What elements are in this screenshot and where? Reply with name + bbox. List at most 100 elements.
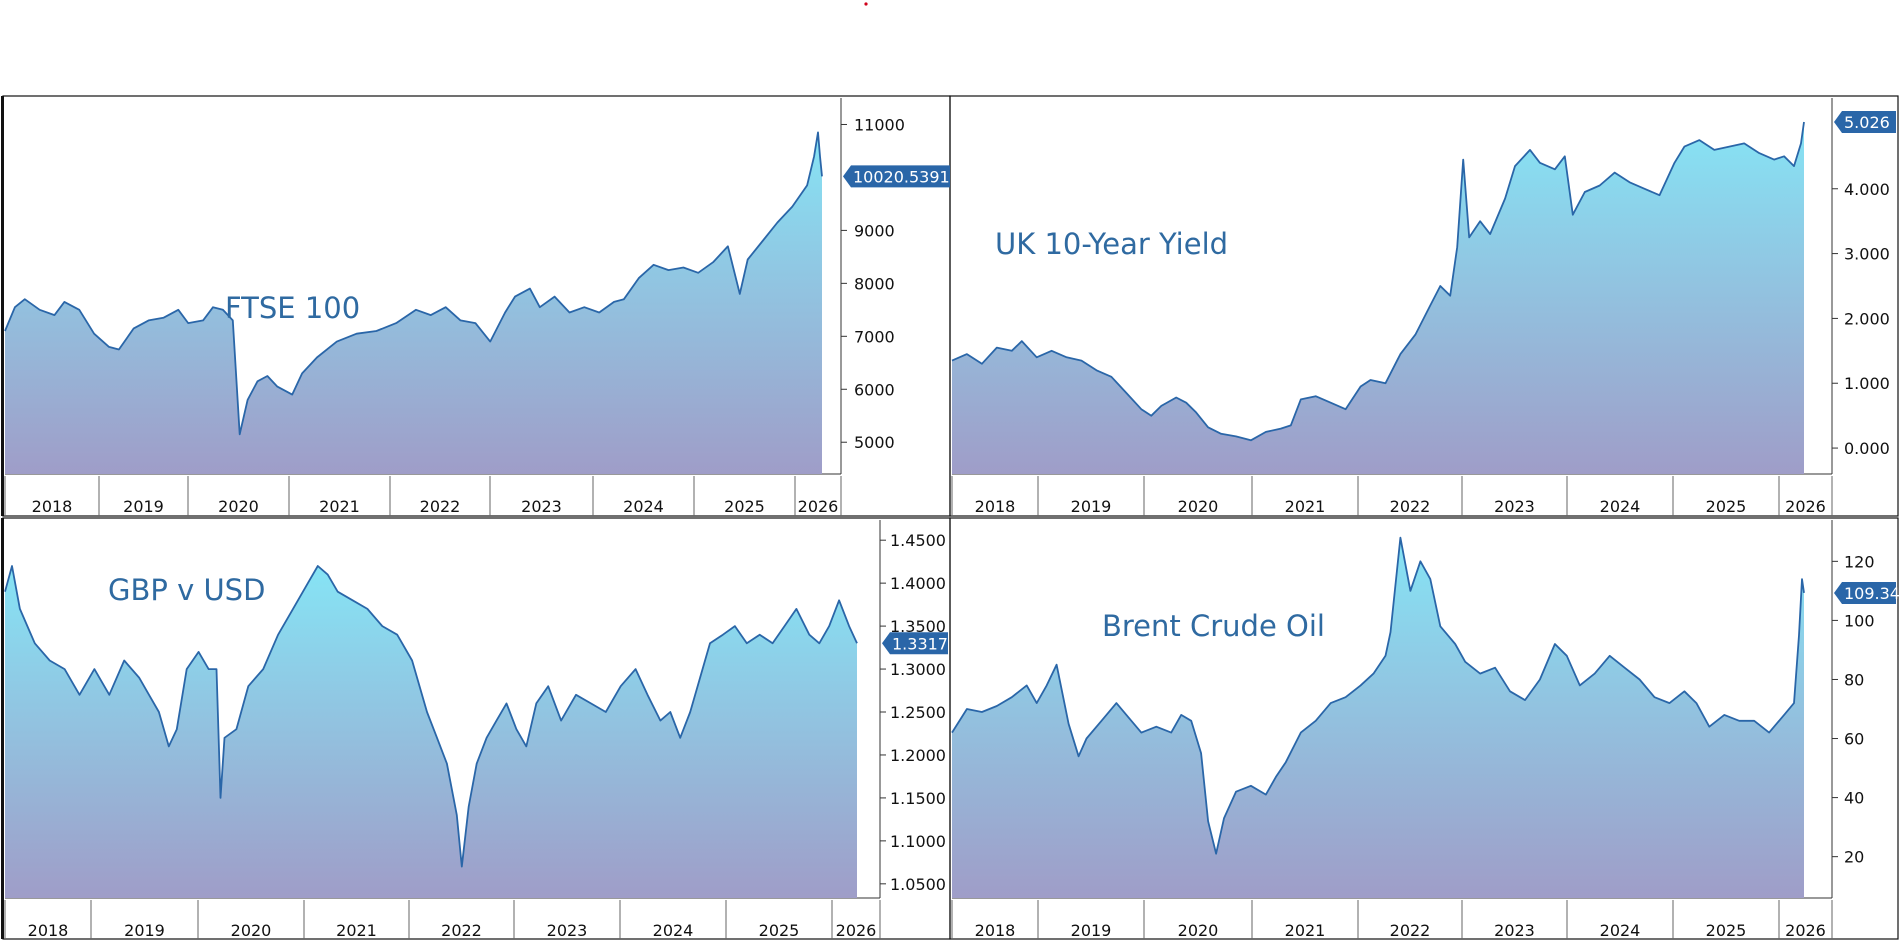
gilt-xtick-label: 2023	[1494, 497, 1535, 516]
brent-area	[952, 537, 1804, 898]
brent-last-value: 109.34	[1844, 584, 1900, 603]
panel-frames	[2, 95, 1899, 940]
brent-last-value-tag: 109.34	[1834, 581, 1900, 604]
gilt-ytick-label: 4.000	[1844, 180, 1890, 199]
gilt-xtick-label: 2020	[1178, 497, 1219, 516]
gilt-xtick-label: 2026	[1785, 497, 1826, 516]
gbpusd-tag-shape	[882, 632, 948, 655]
ftse-ytick-label: 6000	[854, 380, 895, 399]
ftse-ytick-label: 7000	[854, 327, 895, 346]
brent-ytick-label: 120	[1844, 552, 1875, 571]
ftse-ytick-label: 9000	[854, 221, 895, 240]
left-border-ftse	[1, 96, 4, 516]
left-border-gbpusd	[1, 518, 4, 939]
brent-xtick-label: 2021	[1285, 921, 1326, 940]
gilt-area	[952, 122, 1804, 474]
brent-xticks: 2018 2019 2020 2021 2022 2023 2024 2025 2026	[951, 900, 1833, 940]
brent-line	[951, 536, 1805, 855]
ftse-area	[5, 132, 822, 474]
ftse-xtick-label: 2018	[32, 497, 73, 516]
ftse-xtick-label: 2022	[420, 497, 461, 516]
gbpusd-ytick-label: 1.0500	[890, 875, 946, 894]
ftse-ytick-label: 5000	[854, 433, 895, 452]
brent-ytick-label: 100	[1844, 611, 1875, 630]
brent-xtick-label: 2026	[1785, 921, 1826, 940]
gilt-tag-shape	[1834, 110, 1896, 133]
gbpusd-xtick-label: 2025	[759, 921, 800, 940]
gbpusd-xtick-label: 2020	[231, 921, 272, 940]
gilt-xtick-label: 2024	[1600, 497, 1641, 516]
gbpusd-ytick-label: 1.2500	[890, 703, 946, 722]
gilt-last-value-tag: 5.026	[1834, 110, 1896, 133]
ftse-xticks: 2018 2019 2020 2021 2022 2023 2024 2025 2026	[4, 476, 842, 516]
gbpusd-xtick-label: 2022	[441, 921, 482, 940]
brent-xtick-label: 2024	[1600, 921, 1641, 940]
gilt-line	[951, 121, 1805, 442]
gbpusd-xticks: 2018 2019 2020 2021 2022 2023 2024 2025 2026	[4, 900, 881, 940]
brent-xtick-label: 2023	[1494, 921, 1535, 940]
gilt-last-value: 5.026	[1844, 113, 1890, 132]
chart-panel-gbpusd: 1.0500 1.1000 1.1500 1.2000 1.2500 1.3000 1.35…	[4, 520, 948, 940]
gilt-xtick-label: 2022	[1390, 497, 1431, 516]
ftse-ytick-label: 8000	[854, 274, 895, 293]
ftse-yticks: 5000 6000 7000 8000 9000 11000	[841, 115, 905, 452]
gbpusd-ytick-label: 1.1500	[890, 789, 946, 808]
gilt-xticks: 2018 2019 2020 2021 2022 2023 2024 2025 2026	[951, 476, 1833, 516]
brent-xtick-label: 2022	[1390, 921, 1431, 940]
ftse-title: FTSE 100	[225, 291, 360, 325]
ftse-last-value: 10020.5391	[853, 167, 950, 186]
brent-tag-shape	[1834, 581, 1896, 604]
gbpusd-line	[4, 565, 858, 868]
gilt-ytick-label: 2.000	[1844, 309, 1890, 328]
ftse-xtick-label: 2021	[319, 497, 360, 516]
brent-ytick-label: 80	[1844, 670, 1864, 689]
ftse-xtick-label: 2025	[724, 497, 765, 516]
gilt-ytick-label: 1.000	[1844, 374, 1890, 393]
gilt-ytick-label: 3.000	[1844, 245, 1890, 264]
brent-xtick-label: 2019	[1071, 921, 1112, 940]
ftse-xtick-label: 2026	[798, 497, 839, 516]
ftse-line	[4, 131, 823, 436]
gilt-yticks: 0.000 1.000 2.000 3.000 4.000	[1832, 180, 1890, 458]
gilt-xtick-label: 2025	[1706, 497, 1747, 516]
ftse-tag-shape	[843, 165, 950, 188]
gbpusd-ytick-label: 1.2000	[890, 746, 946, 765]
panel-frame-brent	[949, 517, 1899, 940]
gbpusd-ytick-label: 1.4000	[890, 574, 946, 593]
gbpusd-xtick-label: 2021	[336, 921, 377, 940]
gbpusd-xtick-label: 2018	[28, 921, 69, 940]
brent-ytick-label: 20	[1844, 848, 1864, 867]
gilt-ytick-label: 0.000	[1844, 439, 1890, 458]
gbpusd-xtick-label: 2026	[836, 921, 877, 940]
gilt-xtick-label: 2021	[1285, 497, 1326, 516]
gbpusd-xtick-label: 2023	[547, 921, 588, 940]
ftse-last-value-tag: 10020.5391	[843, 165, 950, 188]
ftse-xtick-label: 2024	[623, 497, 664, 516]
gbpusd-ytick-label: 1.4500	[890, 531, 946, 550]
gbpusd-yticks: 1.0500 1.1000 1.1500 1.2000 1.2500 1.3000 1.35…	[880, 531, 946, 894]
gbpusd-ytick-label: 1.3000	[890, 660, 946, 679]
brent-ytick-label: 40	[1844, 789, 1864, 808]
brent-title: Brent Crude Oil	[1102, 609, 1325, 643]
ftse-xtick-label: 2019	[123, 497, 164, 516]
gbpusd-area	[5, 566, 857, 898]
ftse-xtick-label: 2023	[521, 497, 562, 516]
marker-dot	[864, 2, 868, 6]
brent-xtick-label: 2020	[1178, 921, 1219, 940]
gbpusd-ytick-label: 1.3500	[890, 617, 946, 636]
brent-yticks: 20 40 60 80 100 120	[1832, 552, 1875, 867]
ftse-xtick-label: 2020	[218, 497, 259, 516]
gilt-xtick-label: 2018	[975, 497, 1016, 516]
panel-frame-gilt	[949, 95, 1899, 517]
gbpusd-xtick-label: 2024	[653, 921, 694, 940]
gbpusd-last-value-tag: 1.3317	[882, 632, 948, 655]
ftse-ytick-label: 11000	[854, 115, 905, 134]
gbpusd-ytick-label: 1.1000	[890, 832, 946, 851]
gilt-xtick-label: 2019	[1071, 497, 1112, 516]
gbpusd-xtick-label: 2019	[124, 921, 165, 940]
gbpusd-title: GBP v USD	[108, 573, 265, 607]
